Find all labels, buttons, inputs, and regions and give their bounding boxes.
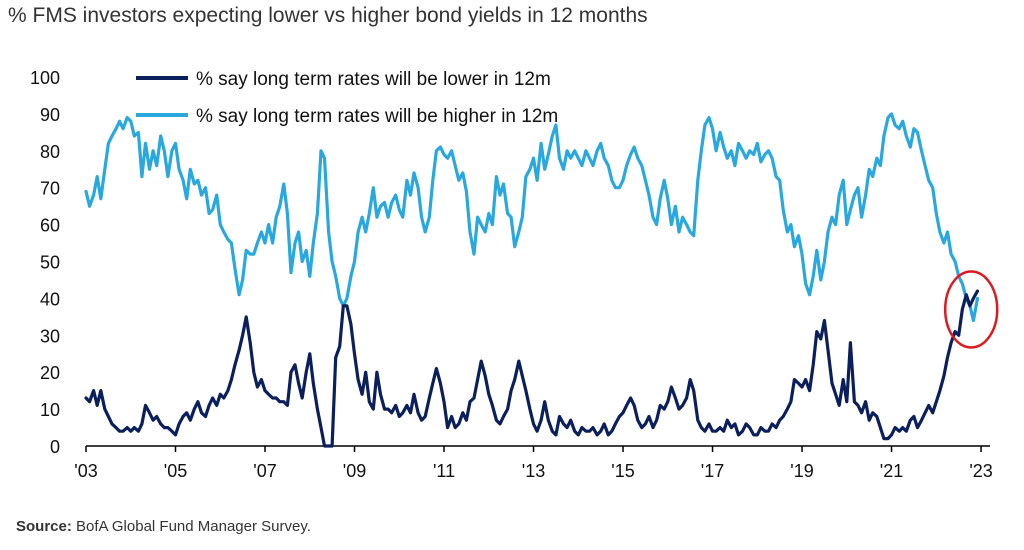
- y-tick-label: 40: [40, 289, 60, 309]
- source-label: Source:: [16, 518, 72, 535]
- y-tick-label: 100: [30, 68, 60, 88]
- legend-label-lower: % say long term rates will be lower in 1…: [196, 69, 551, 90]
- x-tick-label: '11: [433, 461, 455, 481]
- y-tick-label: 90: [40, 105, 60, 125]
- y-tick-label: 50: [40, 253, 60, 273]
- x-tick-label: '17: [701, 461, 724, 481]
- x-tick-label: '03: [74, 461, 97, 481]
- x-tick-label: '15: [611, 461, 634, 481]
- x-tick-label: '19: [790, 461, 813, 481]
- series-line-lower: [84, 289, 980, 448]
- x-tick-label: '05: [164, 461, 187, 481]
- legend: % say long term rates will be lower in 1…: [136, 69, 558, 127]
- legend-label-higher: % say long term rates will be higher in …: [196, 106, 558, 127]
- x-tick-label: '09: [343, 461, 366, 481]
- x-tick-label: '13: [522, 461, 545, 481]
- series-line-higher: [84, 112, 980, 323]
- x-axis-ticks: '03 '05 '07 '09 '11 '13 '15 '17 '19 '21 '23: [74, 446, 993, 481]
- x-tick-label: '21: [880, 461, 903, 481]
- x-tick-label: '23: [969, 461, 992, 481]
- chart-title: % FMS investors expecting lower vs highe…: [8, 4, 648, 27]
- y-tick-label: 30: [40, 326, 60, 346]
- source-note: Source: BofA Global Fund Manager Survey.: [16, 518, 311, 535]
- highlight-circle: [943, 270, 999, 349]
- y-tick-label: 60: [40, 216, 60, 236]
- source-text: BofA Global Fund Manager Survey.: [76, 518, 311, 535]
- y-axis-ticks: 0 10 20 30 40 50 60 70 80 90 100: [30, 68, 60, 457]
- y-tick-label: 70: [40, 179, 60, 199]
- y-tick-label: 0: [50, 437, 60, 457]
- y-tick-label: 80: [40, 142, 60, 162]
- y-tick-label: 20: [40, 363, 60, 383]
- series-lines: [84, 112, 980, 448]
- x-tick-label: '07: [253, 461, 276, 481]
- y-tick-label: 10: [40, 400, 60, 420]
